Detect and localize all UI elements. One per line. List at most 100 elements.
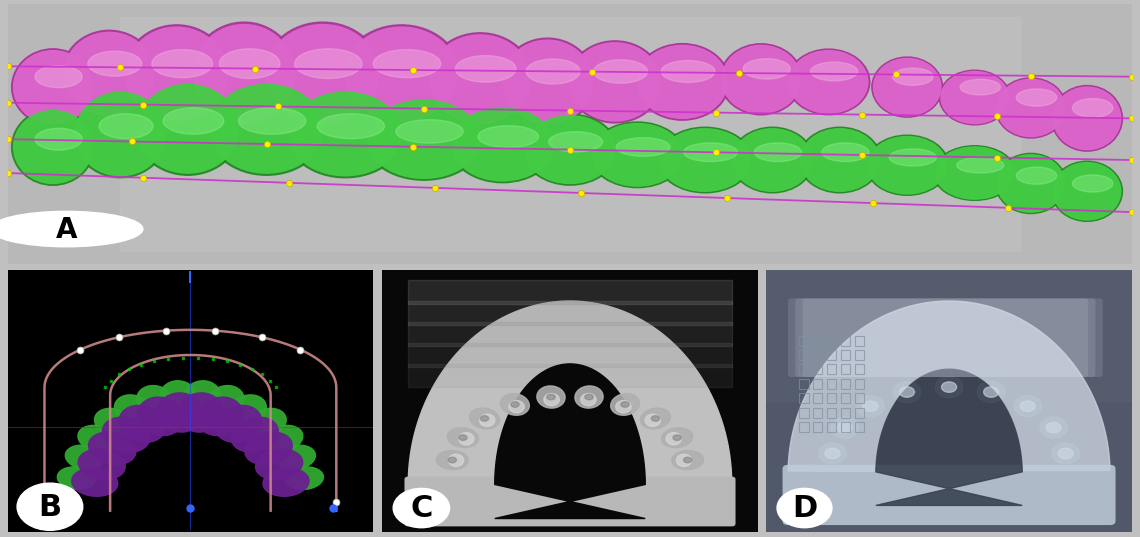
Ellipse shape — [215, 405, 262, 442]
Ellipse shape — [942, 382, 956, 393]
Text: D: D — [792, 494, 817, 523]
Ellipse shape — [345, 27, 457, 121]
Bar — [408, 343, 732, 367]
Ellipse shape — [1020, 401, 1035, 411]
Ellipse shape — [480, 416, 489, 421]
Ellipse shape — [1058, 448, 1073, 459]
Circle shape — [0, 212, 142, 247]
Polygon shape — [876, 369, 1023, 505]
Ellipse shape — [99, 114, 153, 139]
Ellipse shape — [899, 387, 914, 397]
Bar — [826, 350, 837, 360]
Ellipse shape — [11, 108, 95, 185]
Bar — [799, 393, 808, 403]
Ellipse shape — [863, 401, 878, 411]
Ellipse shape — [1047, 423, 1061, 433]
Bar — [855, 408, 864, 418]
Ellipse shape — [819, 443, 846, 464]
Ellipse shape — [593, 124, 683, 186]
Ellipse shape — [889, 149, 936, 166]
Ellipse shape — [570, 43, 660, 121]
Bar — [813, 408, 822, 418]
Ellipse shape — [866, 135, 948, 195]
Bar — [121, 17, 1019, 251]
Ellipse shape — [277, 445, 316, 469]
Ellipse shape — [458, 433, 474, 445]
Bar — [840, 336, 850, 346]
Ellipse shape — [62, 30, 156, 118]
Bar — [813, 365, 822, 374]
Ellipse shape — [800, 129, 879, 191]
Bar — [826, 336, 837, 346]
Polygon shape — [408, 301, 732, 484]
Ellipse shape — [939, 70, 1010, 125]
Ellipse shape — [89, 432, 136, 465]
Bar — [855, 422, 864, 432]
Ellipse shape — [873, 59, 940, 116]
Ellipse shape — [194, 25, 294, 124]
Ellipse shape — [658, 127, 752, 193]
FancyBboxPatch shape — [796, 299, 1096, 377]
Ellipse shape — [998, 79, 1065, 136]
Ellipse shape — [79, 449, 125, 480]
Ellipse shape — [544, 394, 560, 406]
Ellipse shape — [661, 428, 693, 447]
Ellipse shape — [88, 51, 141, 76]
Ellipse shape — [568, 41, 662, 123]
Ellipse shape — [190, 22, 298, 126]
Ellipse shape — [219, 49, 280, 78]
Ellipse shape — [956, 157, 1004, 173]
Ellipse shape — [451, 108, 553, 181]
Ellipse shape — [837, 423, 852, 433]
Bar — [799, 336, 808, 346]
Ellipse shape — [11, 49, 95, 125]
Ellipse shape — [207, 82, 326, 175]
Ellipse shape — [437, 451, 469, 469]
Ellipse shape — [286, 90, 405, 178]
Ellipse shape — [137, 84, 238, 173]
Ellipse shape — [676, 454, 692, 467]
Ellipse shape — [245, 432, 292, 465]
Ellipse shape — [743, 59, 790, 79]
Ellipse shape — [161, 381, 197, 412]
Ellipse shape — [722, 46, 800, 113]
Bar — [840, 379, 850, 389]
Ellipse shape — [616, 401, 632, 413]
Text: A: A — [56, 215, 78, 244]
Ellipse shape — [868, 136, 946, 194]
Ellipse shape — [611, 394, 640, 415]
Bar — [799, 365, 808, 374]
Ellipse shape — [78, 425, 116, 452]
Ellipse shape — [960, 79, 1001, 95]
Ellipse shape — [430, 35, 530, 124]
Ellipse shape — [671, 451, 703, 469]
Ellipse shape — [503, 40, 593, 124]
Ellipse shape — [995, 154, 1066, 214]
Bar — [408, 322, 732, 346]
Ellipse shape — [998, 155, 1065, 212]
Ellipse shape — [684, 458, 692, 463]
Ellipse shape — [755, 143, 801, 162]
Ellipse shape — [547, 394, 555, 400]
Ellipse shape — [1052, 161, 1123, 221]
FancyBboxPatch shape — [782, 465, 1116, 525]
Ellipse shape — [65, 445, 104, 469]
Ellipse shape — [684, 143, 738, 162]
Ellipse shape — [103, 417, 149, 452]
Ellipse shape — [229, 395, 267, 425]
Bar — [840, 408, 850, 418]
Bar — [840, 422, 850, 432]
Ellipse shape — [1052, 443, 1080, 464]
Circle shape — [777, 488, 832, 528]
Ellipse shape — [137, 386, 173, 416]
Bar — [408, 280, 732, 303]
Ellipse shape — [267, 25, 378, 124]
Ellipse shape — [480, 414, 495, 426]
Ellipse shape — [72, 468, 117, 496]
Ellipse shape — [35, 66, 82, 88]
Bar — [855, 393, 864, 403]
Ellipse shape — [548, 132, 603, 152]
Ellipse shape — [857, 396, 885, 417]
Bar — [799, 350, 808, 360]
Ellipse shape — [285, 467, 324, 490]
